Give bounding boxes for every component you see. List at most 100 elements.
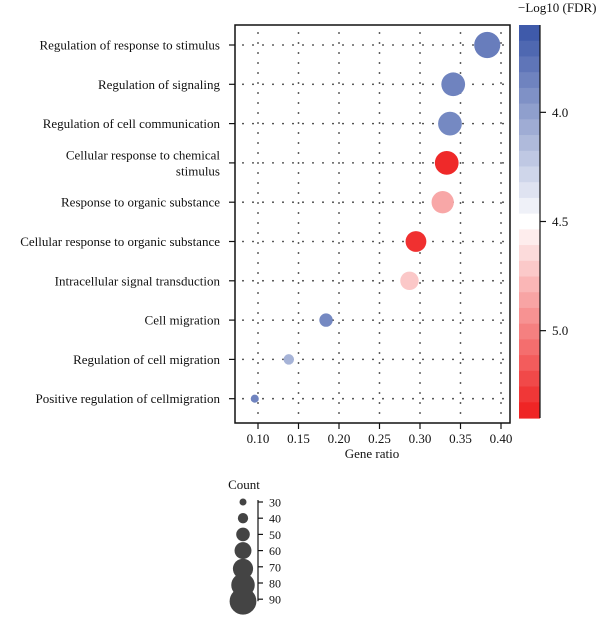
grid-dot [500, 172, 502, 174]
grid-dot [312, 319, 314, 321]
grid-dot [500, 62, 502, 64]
x-tick-label: 0.15 [287, 431, 310, 446]
grid-dot [297, 82, 300, 84]
grid-dot [297, 282, 300, 284]
grid-dot [342, 201, 344, 204]
grid-dot [472, 44, 474, 46]
grid-dot [378, 382, 381, 384]
grid-dot [452, 279, 454, 282]
grid-dot [459, 222, 462, 224]
grid-dot [252, 279, 254, 282]
grid-dot [372, 201, 374, 204]
grid-dot [432, 319, 434, 321]
grid-dot [338, 42, 340, 44]
grid-dot [419, 272, 421, 274]
colorbar-segment [519, 323, 540, 340]
grid-dot [402, 83, 404, 86]
grid-dot [362, 240, 364, 243]
grid-dot [322, 397, 324, 400]
grid-dot [482, 397, 484, 400]
grid-dot [332, 279, 334, 282]
x-axis-ticks: 0.10 0.15 0.20 0.25 0.30 0.35 0.40 [247, 423, 512, 446]
grid-dot [322, 162, 324, 164]
grid-dot [459, 172, 462, 174]
grid-dot [378, 272, 381, 274]
size-legend-dot [237, 513, 249, 524]
grid-dot [312, 162, 314, 164]
grid-dot [338, 202, 340, 204]
grid-dot [338, 32, 340, 34]
grid-dot [262, 397, 264, 400]
grid-dot [272, 44, 274, 46]
grid-dot [292, 201, 294, 204]
grid-dot [419, 32, 421, 34]
grid-dot [312, 397, 314, 400]
grid-dot [282, 397, 284, 400]
grid-dot [432, 240, 434, 243]
grid-dot [372, 279, 374, 282]
grid-dot [297, 322, 300, 324]
grid-dot [257, 192, 259, 194]
grid-dot [452, 44, 454, 46]
grid-dot [242, 83, 244, 86]
size-legend: Count 30 40 50 60 70 80 90 [228, 477, 281, 615]
grid-dot [452, 319, 454, 321]
grid-dot [378, 312, 381, 314]
grid-dot [502, 162, 504, 164]
grid-dot [297, 352, 300, 354]
grid-dot [332, 397, 334, 400]
grid-dot [342, 83, 344, 86]
colorbar [519, 25, 541, 419]
grid-dot [257, 402, 259, 404]
grid-dot [500, 32, 502, 34]
grid-dot [382, 122, 384, 125]
grid-dot [362, 358, 364, 361]
grid-dot [297, 172, 300, 174]
grid-dot [500, 402, 502, 404]
colorbar-segment [519, 245, 540, 262]
size-legend-title: Count [228, 477, 260, 492]
grid-dot [252, 44, 254, 46]
grid-dot [459, 252, 462, 254]
size-legend-dot [236, 527, 250, 542]
grid-dot [257, 162, 259, 164]
grid-dot [252, 319, 254, 321]
grid-dot [472, 122, 474, 125]
grid-dot [378, 62, 381, 64]
grid-dot [459, 72, 462, 74]
grid-dot [482, 279, 484, 282]
grid-dot [378, 262, 381, 264]
grid-dot [500, 42, 502, 44]
grid-dot [297, 222, 300, 224]
grid-dot [338, 312, 340, 314]
grid-dot [419, 282, 421, 284]
grid-dot [302, 397, 304, 400]
grid-dot [352, 397, 354, 400]
grid-dot [472, 397, 474, 400]
grid-dot [419, 112, 421, 114]
grid-dot [500, 92, 502, 94]
grid-dot [482, 240, 484, 243]
grid-dot [500, 352, 502, 354]
grid-dot [257, 372, 259, 374]
grid-dot [312, 44, 314, 46]
grid-dot [419, 212, 421, 214]
grid-dot [297, 242, 300, 244]
grid-dot [302, 358, 304, 361]
grid-dot [378, 332, 381, 334]
grid-dot [500, 372, 502, 374]
grid-dot [492, 358, 494, 361]
grid-dot [402, 122, 404, 125]
grid-dot [322, 240, 324, 243]
grid-dot [419, 262, 421, 264]
grid-dot [338, 182, 340, 184]
grid-dot [402, 44, 404, 46]
colorbar-segment [519, 402, 540, 419]
grid-dot [500, 302, 502, 304]
grid-dot [297, 72, 300, 74]
grid-dot [419, 92, 421, 94]
colorbar-segment [519, 292, 540, 309]
grid-dot [257, 222, 259, 224]
colorbar-segment [519, 260, 540, 278]
grid-dot [262, 279, 264, 282]
